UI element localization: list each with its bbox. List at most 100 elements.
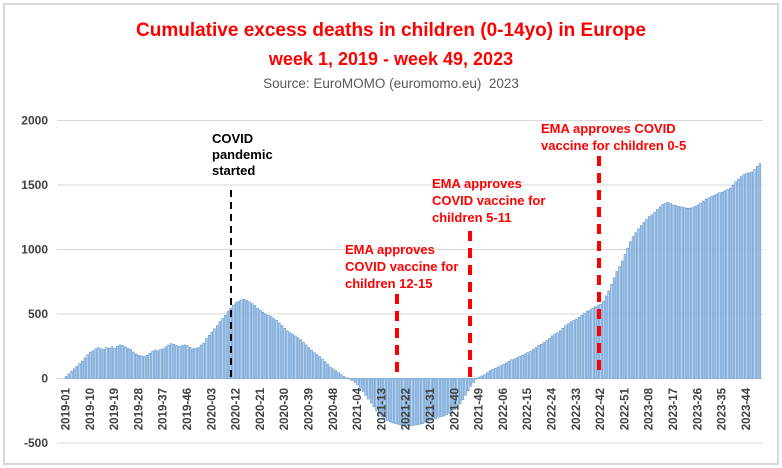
bar [129, 349, 132, 379]
bar [170, 343, 173, 379]
bar [164, 346, 168, 379]
bar [323, 361, 327, 379]
bar [313, 352, 316, 379]
bar [642, 222, 646, 379]
bar [275, 320, 278, 379]
bar [664, 202, 667, 379]
bar [197, 347, 200, 379]
bar [194, 347, 197, 379]
bar [674, 205, 678, 379]
x-axis-tick-label: 2022-24 [547, 387, 559, 430]
bar [518, 356, 521, 379]
bar [148, 353, 151, 379]
bar [143, 356, 146, 379]
bar [394, 378, 397, 424]
x-axis-tick-label: 2019-28 [133, 387, 145, 430]
bar [623, 254, 627, 379]
bar [658, 206, 662, 379]
bar [550, 335, 554, 379]
bar [437, 378, 440, 418]
bar [707, 197, 710, 379]
x-axis-tick-label: 2021-22 [401, 388, 413, 430]
x-axis-tick-label: 2019-19 [109, 388, 121, 430]
bar [151, 351, 154, 379]
bar [280, 325, 284, 379]
bar [118, 344, 122, 379]
bar [545, 340, 548, 379]
bar [469, 378, 473, 387]
bar [512, 358, 516, 379]
bar [386, 378, 389, 421]
bar [723, 190, 727, 379]
bar [753, 169, 756, 379]
bar [585, 311, 589, 379]
pandemic-dashed-line [230, 190, 232, 378]
bar [367, 378, 370, 400]
annotation-line: COVID [212, 131, 254, 146]
bar [86, 354, 89, 379]
bar [259, 309, 262, 379]
bar [342, 376, 346, 379]
bar [350, 378, 354, 381]
bar [591, 307, 594, 379]
x-axis-tick-label: 2023-08 [644, 387, 656, 430]
bar [288, 332, 292, 379]
bar [564, 325, 567, 379]
bar [561, 327, 565, 379]
bar [89, 351, 92, 379]
bar [291, 333, 294, 379]
bar [423, 378, 427, 423]
bar [634, 232, 637, 379]
bar [742, 174, 745, 379]
x-axis-tick-label: 2021-04 [352, 387, 364, 430]
bar [102, 349, 106, 379]
bar [504, 362, 508, 379]
bar [345, 377, 348, 379]
bar [737, 178, 740, 379]
bar [440, 378, 443, 417]
bar [496, 366, 500, 379]
bar [202, 342, 205, 379]
bar [145, 354, 149, 379]
bar [81, 360, 84, 379]
annotation-line: children 12-15 [345, 276, 433, 291]
bar [232, 304, 235, 379]
bar [105, 347, 108, 379]
bar [515, 357, 519, 379]
bar [618, 265, 621, 379]
bar [116, 345, 119, 379]
bar [256, 307, 259, 379]
bar [299, 339, 303, 379]
bar [680, 206, 683, 379]
bar [189, 347, 192, 379]
bar [448, 378, 451, 414]
x-axis-tick-label: 2022-33 [571, 388, 583, 430]
chart-subtitle: week 1, 2019 - week 49, 2023 [268, 49, 514, 69]
bar [426, 378, 429, 422]
annotation-line: EMA approves [345, 242, 435, 257]
x-axis-tick-label: 2020-21 [255, 387, 267, 430]
bar [264, 313, 267, 379]
bar [712, 195, 716, 379]
bar [261, 311, 265, 379]
ema-5-11-dashed-line [468, 231, 472, 378]
bar [234, 302, 238, 379]
bar [337, 372, 340, 379]
x-axis-tick-label: 2019-37 [158, 388, 170, 430]
bar [453, 378, 456, 410]
bar [434, 378, 438, 419]
bar [650, 214, 654, 379]
bar [580, 314, 583, 379]
bar [418, 378, 421, 425]
bar [64, 376, 68, 379]
bar [186, 345, 189, 379]
bar [553, 333, 556, 379]
bar [593, 306, 597, 379]
y-axis-tick-label: 2000 [21, 114, 48, 128]
bar [558, 330, 562, 379]
bar [70, 371, 73, 379]
bar [404, 378, 408, 427]
bar [380, 378, 384, 417]
bar [502, 364, 505, 379]
bar [747, 172, 751, 379]
